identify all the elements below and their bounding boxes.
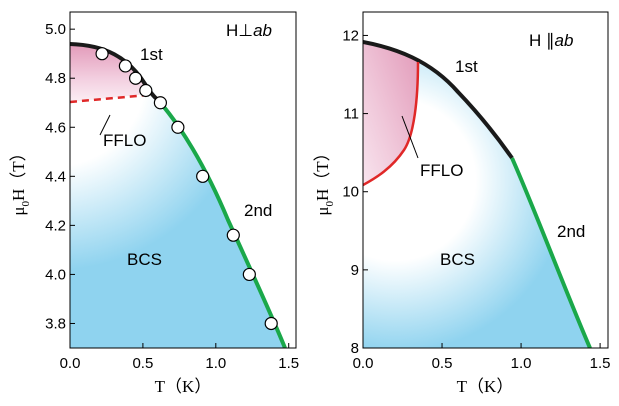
- right-x-tick-label: 0.5: [432, 355, 453, 372]
- left-panel-label: H⊥ab: [226, 21, 272, 40]
- left-second-order-label: 2nd: [244, 201, 272, 220]
- right-fflo-label: FFLO: [420, 161, 463, 180]
- right-y-tick-label: 10: [342, 184, 359, 201]
- left-fflo-pointer: [99, 114, 111, 136]
- left-y-tick-label: 4.8: [45, 70, 66, 87]
- data-point: [171, 120, 185, 134]
- left-y-tick-label: 3.8: [45, 315, 66, 332]
- right-y-tick-label: 9: [351, 262, 359, 279]
- left-x-tick-label: 0.0: [60, 355, 81, 372]
- right-bcs-label: BCS: [440, 250, 475, 269]
- data-point: [95, 47, 109, 61]
- left-y-axis-label-main: μ: [9, 207, 28, 216]
- left-x-ticks: 0.0 0.5 1.0 1.5: [60, 343, 299, 372]
- right-fflo-boundary: [363, 61, 420, 187]
- right-y-axis-label-main: μ: [313, 207, 332, 216]
- right-second-order-label: 2nd: [557, 222, 585, 241]
- left-panel-label-italic: ab: [253, 21, 272, 40]
- left-fflo-region: [70, 44, 148, 102]
- left-panel: 3.84.04.24.44.64.85.0 0.0 0.5 1.0 1.5 H⊥ab …: [9, 11, 299, 396]
- right-y-tick-label: 11: [343, 106, 359, 123]
- left-y-tick-label: 4.4: [45, 168, 66, 185]
- left-y-tick-label: 5.0: [45, 21, 66, 38]
- left-first-order-label: 1st: [140, 45, 163, 64]
- data-point: [264, 316, 278, 331]
- data-point: [226, 228, 240, 242]
- right-x-tick-label: 1.0: [511, 355, 532, 372]
- left-panel-label-text: H⊥: [226, 21, 253, 40]
- left-y-tick-label: 4.0: [45, 266, 66, 283]
- data-point: [129, 71, 143, 85]
- right-y-axis-label: μ0H（T）: [313, 144, 336, 215]
- left-y-axis-label: μ0H（T）: [9, 144, 32, 215]
- left-y-axis-label-sub: 0: [20, 201, 32, 207]
- left-x-tick-label: 1.0: [205, 355, 226, 372]
- left-y-tick-label: 4.6: [45, 119, 66, 136]
- right-first-order-label: 1st: [455, 57, 478, 76]
- data-point: [196, 169, 210, 183]
- right-y-tick-label: 8: [351, 340, 359, 357]
- data-point: [242, 267, 256, 282]
- right-x-axis-label: T（K）: [457, 377, 514, 396]
- right-x-tick-label: 1.5: [590, 355, 611, 372]
- left-data-points: [95, 47, 278, 331]
- left-y-ticks: 3.8 4.0 4.2 4.4 4.6 4.8 5.0: [45, 21, 75, 332]
- right-x-tick-label: 0.0: [353, 355, 374, 372]
- right-first-order-line: [363, 40, 514, 160]
- right-plot-frame: [362, 11, 609, 349]
- data-point: [118, 59, 133, 73]
- left-bcs-region: [70, 44, 285, 348]
- left-fflo-label: FFLO: [103, 131, 146, 150]
- right-panel: 8 9 10 11 12 0.0 0.5 1.0 1.5 H ∥ab 1st FFLO 2nd…: [313, 11, 611, 396]
- data-point: [153, 96, 167, 110]
- right-y-axis-label-sub: 0: [324, 201, 336, 207]
- left-y-tick-label: 4.2: [45, 217, 66, 234]
- left-fflo-boundary: [70, 93, 149, 104]
- left-y-axis-label-rest: H（T）: [9, 144, 28, 201]
- left-bcs-label: BCS: [127, 250, 162, 269]
- right-y-axis-label-rest: H（T）: [313, 144, 332, 201]
- left-x-tick-label: 1.5: [278, 355, 299, 372]
- right-y-ticks: 8 9 10 11 12: [342, 27, 368, 357]
- data-point: [139, 83, 153, 98]
- left-x-tick-label: 0.5: [132, 355, 153, 372]
- right-panel-label-italic: ab: [555, 31, 574, 50]
- left-x-axis-label: T（K）: [155, 377, 212, 396]
- left-first-order-line: [70, 42, 160, 102]
- right-panel-label-text: H ∥: [529, 31, 555, 50]
- left-plot-frame: [69, 11, 297, 349]
- right-second-order-line: [510, 157, 592, 348]
- right-fflo-pointer: [401, 115, 419, 159]
- right-x-ticks: 0.0 0.5 1.0 1.5: [353, 343, 611, 372]
- right-bcs-region: [363, 42, 590, 348]
- right-y-tick-label: 12: [342, 27, 359, 44]
- right-panel-label: H ∥ab: [529, 31, 573, 50]
